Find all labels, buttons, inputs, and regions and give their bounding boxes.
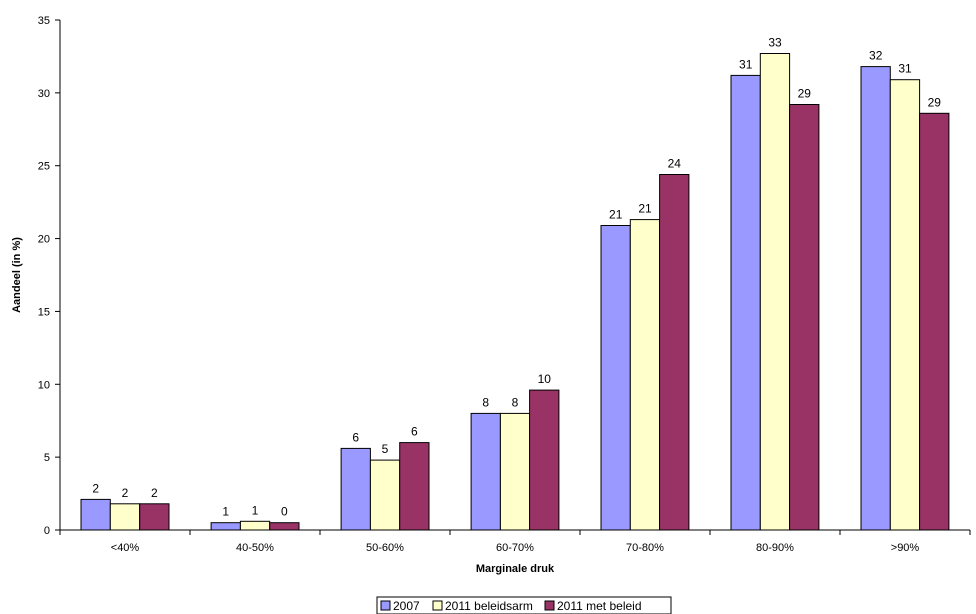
bar-2-5 <box>789 104 820 531</box>
bar-2-1 <box>269 522 300 531</box>
data-label: 21 <box>609 208 623 222</box>
data-label: 8 <box>482 395 489 409</box>
legend: 2007 2011 beleidsarm 2011 met beleid <box>376 596 672 614</box>
bar-0-4 <box>600 225 631 531</box>
bar-1-4 <box>629 219 661 531</box>
data-label: 5 <box>382 442 389 456</box>
x-tick-label: <40% <box>111 542 140 554</box>
bar-0-1 <box>210 522 241 531</box>
legend-label: 2011 met beleid <box>557 599 642 613</box>
legend-swatch <box>432 600 443 611</box>
data-label: 2 <box>92 481 99 495</box>
data-label: 31 <box>898 62 912 76</box>
bar-2-4 <box>659 174 690 531</box>
data-label: 32 <box>869 49 883 63</box>
x-tick-label: 50-60% <box>366 542 404 554</box>
x-tick-label: 80-90% <box>756 542 794 554</box>
data-label: 6 <box>411 425 418 439</box>
data-label: 0 <box>281 505 288 519</box>
bar-1-0 <box>109 503 141 531</box>
bar-1-1 <box>239 520 271 531</box>
data-label: 29 <box>928 95 942 109</box>
bar-1-6 <box>889 79 921 531</box>
y-tick-label: 0 <box>44 525 50 537</box>
legend-swatch <box>544 600 555 611</box>
data-label: 2 <box>122 486 129 500</box>
y-tick-label: 20 <box>38 234 50 246</box>
legend-swatch <box>380 600 391 611</box>
data-label: 21 <box>638 202 652 216</box>
x-tick-label: 40-50% <box>236 542 274 554</box>
bar-0-3 <box>470 412 501 531</box>
x-tick-label: >90% <box>891 542 920 554</box>
data-label: 29 <box>798 87 812 101</box>
data-label: 1 <box>252 503 259 517</box>
y-tick-label: 10 <box>38 379 50 391</box>
bar-2-3 <box>529 389 560 531</box>
data-label: 8 <box>512 395 519 409</box>
x-tick-label: 70-80% <box>626 542 664 554</box>
x-tick-label: 60-70% <box>496 542 534 554</box>
bar-0-2 <box>340 447 371 531</box>
y-tick-label: 5 <box>44 452 50 464</box>
data-label: 31 <box>739 57 753 71</box>
y-tick-label: 15 <box>38 306 50 318</box>
bar-0-0 <box>80 498 111 531</box>
data-label: 1 <box>222 505 229 519</box>
legend-label: 2007 <box>393 599 420 613</box>
y-tick-label: 25 <box>38 161 50 173</box>
bar-1-5 <box>759 53 791 531</box>
data-label: 10 <box>538 372 552 386</box>
bar-0-5 <box>730 74 761 531</box>
y-tick-label: 35 <box>38 15 50 27</box>
bar-2-6 <box>919 112 950 531</box>
y-tick-label: 30 <box>38 88 50 100</box>
x-axis-title: Marginale druk <box>476 563 555 575</box>
data-label: 2 <box>151 486 158 500</box>
bar-2-0 <box>139 503 170 531</box>
legend-label: 2011 beleidsarm <box>445 599 533 613</box>
bar-2-2 <box>399 442 430 531</box>
legend-box <box>376 596 672 614</box>
data-label: 33 <box>768 36 782 50</box>
data-label: 6 <box>352 430 359 444</box>
data-label: 24 <box>668 157 682 171</box>
bar-1-2 <box>369 459 401 531</box>
bar-0-6 <box>860 66 891 531</box>
bars-layer <box>80 53 950 531</box>
bar-1-3 <box>499 412 531 531</box>
y-axis-title: Aandeel (in %) <box>11 237 23 313</box>
